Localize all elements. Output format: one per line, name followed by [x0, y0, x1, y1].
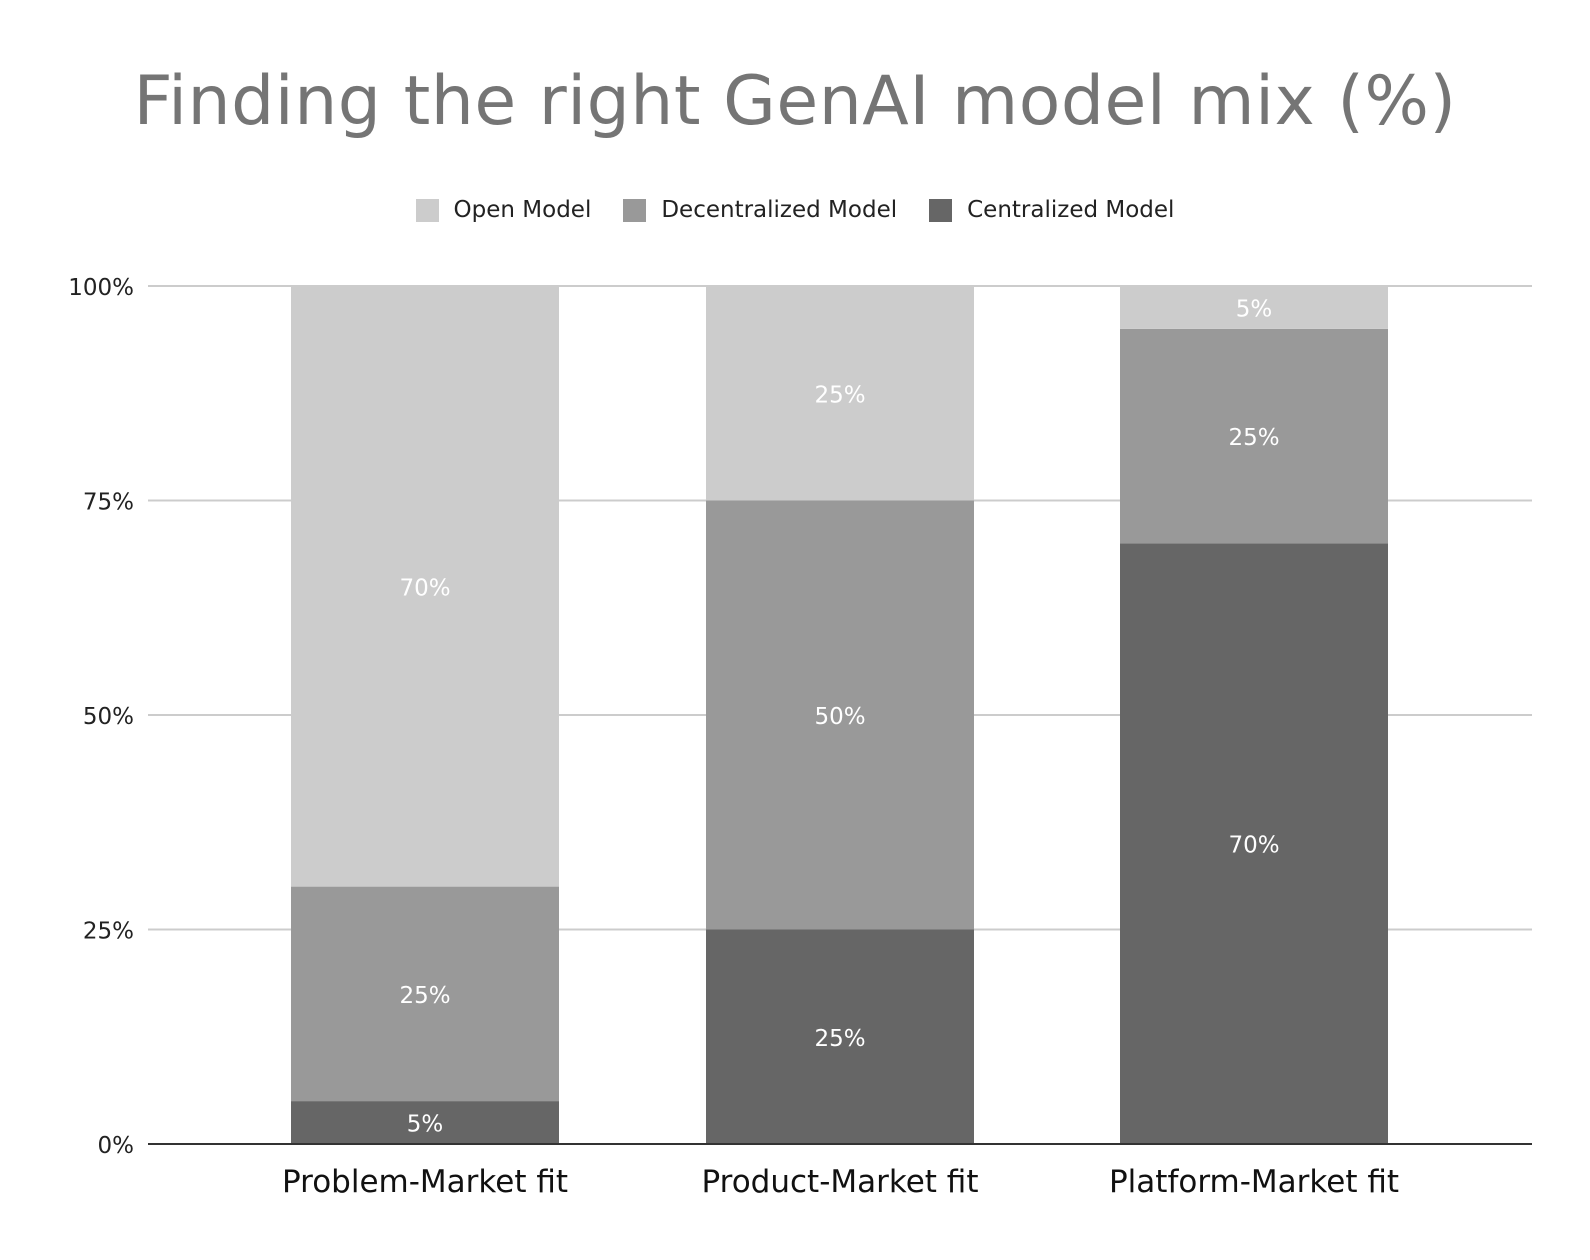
legend-label-centralized-model: Centralized Model	[967, 197, 1175, 223]
y-tick-label-25: 25%	[83, 919, 134, 945]
bar-segment-product-market-fit-decentralized-model	[706, 500, 974, 930]
bar-segment-product-market-fit-open-model	[706, 286, 974, 501]
legend-swatch-decentralized-model	[623, 198, 647, 222]
data-label-product-market-fit-centralized-model: 25%	[814, 1026, 865, 1052]
data-label-product-market-fit-decentralized-model: 50%	[814, 704, 865, 730]
bar-segment-problem-market-fit-decentralized-model	[291, 886, 559, 1102]
chart-title: Finding the right GenAI model mix (%)	[133, 62, 1457, 141]
legend-swatch-centralized-model	[929, 198, 953, 222]
y-tick-label-50: 50%	[83, 704, 134, 730]
data-label-platform-market-fit-decentralized-model: 25%	[1228, 425, 1279, 451]
legend-item-centralized-model: Centralized Model	[929, 197, 1174, 223]
y-tick-label-100: 100%	[68, 275, 134, 301]
bar-segment-problem-market-fit-open-model	[291, 286, 559, 887]
x-tick-label-problem-market-fit: Problem-Market fit	[282, 1164, 568, 1200]
legend-label-decentralized-model: Decentralized Model	[661, 197, 898, 223]
bar-segment-product-market-fit-centralized-model	[706, 929, 974, 1144]
bar-segment-platform-market-fit-open-model	[1120, 286, 1388, 329]
legend-item-open-model: Open Model	[415, 197, 592, 223]
legend-swatch-open-model	[415, 198, 439, 222]
data-label-problem-market-fit-centralized-model: 5%	[407, 1112, 444, 1138]
data-label-product-market-fit-open-model: 25%	[814, 382, 865, 408]
y-tick-label-75: 75%	[83, 490, 134, 516]
y-tick-label-0: 0%	[98, 1133, 135, 1159]
bar-segment-problem-market-fit-centralized-model	[291, 1101, 559, 1144]
legend-item-decentralized-model: Decentralized Model	[623, 197, 897, 223]
x-tick-label-product-market-fit: Product-Market fit	[702, 1164, 979, 1200]
data-label-problem-market-fit-open-model: 70%	[399, 575, 450, 601]
data-label-problem-market-fit-decentralized-model: 25%	[399, 983, 450, 1009]
bar-segment-platform-market-fit-centralized-model	[1120, 543, 1388, 1144]
legend-label-open-model: Open Model	[453, 197, 592, 223]
bar-segment-platform-market-fit-decentralized-model	[1120, 328, 1388, 544]
data-label-platform-market-fit-centralized-model: 70%	[1228, 833, 1279, 859]
x-tick-label-platform-market-fit: Platform-Market fit	[1109, 1164, 1399, 1200]
legend: Open Model Decentralized Model Centraliz…	[0, 197, 1590, 223]
data-label-platform-market-fit-open-model: 5%	[1236, 296, 1273, 322]
